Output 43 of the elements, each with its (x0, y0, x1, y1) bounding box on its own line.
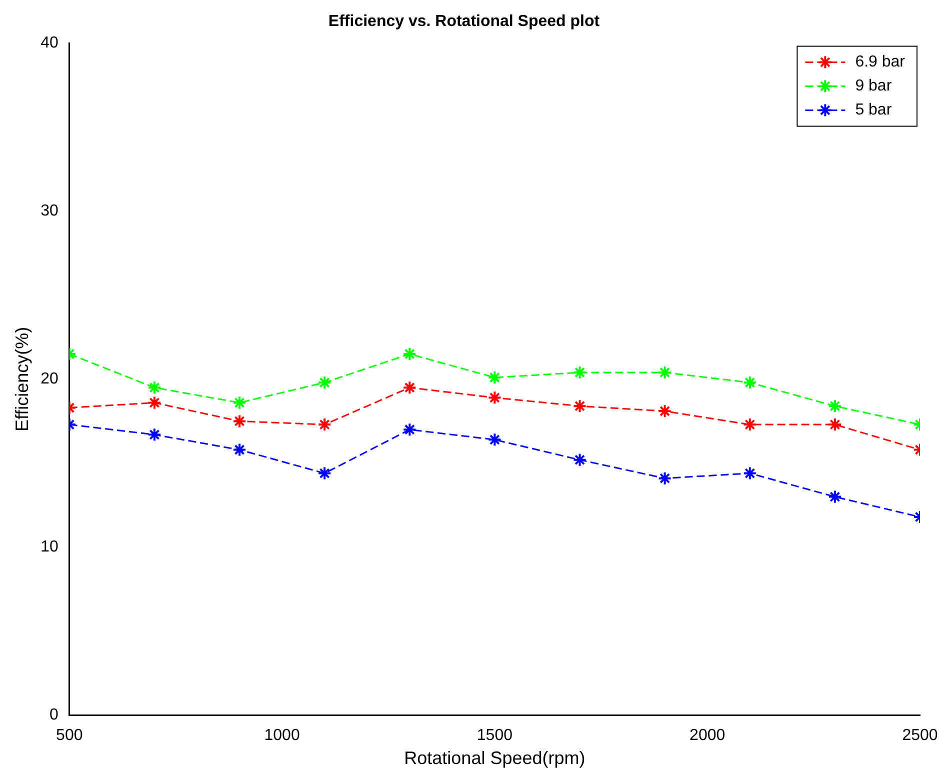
x-tick-label: 2500 (902, 727, 938, 744)
x-tick-label: 500 (56, 727, 83, 744)
point (147, 396, 162, 410)
point (572, 365, 587, 380)
point (658, 404, 672, 418)
y-tick-label: 20 (40, 370, 58, 388)
x-tick-label: 1500 (476, 727, 513, 744)
legend-label: 5 bar (855, 102, 892, 119)
point (147, 380, 162, 395)
point (402, 380, 417, 395)
y-tick-label: 10 (40, 538, 58, 556)
point (147, 428, 162, 442)
point (488, 370, 502, 385)
y-axis-title: Efficiency(%) (12, 326, 32, 432)
y-tick-label: 0 (49, 706, 58, 724)
y-tick-label: 40 (40, 34, 58, 52)
point (658, 365, 672, 380)
point (828, 490, 842, 504)
point (828, 399, 842, 414)
point (572, 399, 587, 414)
point (572, 452, 587, 467)
point (318, 418, 332, 432)
y-tick-label: 30 (40, 202, 58, 220)
chart-title: Efficiency vs. Rotational Speed plot (328, 13, 600, 30)
point (232, 442, 247, 457)
x-axis-title: Rotational Speed(rpm) (404, 748, 586, 768)
legend-label: 9 bar (855, 78, 892, 95)
x-tick-label: 2000 (690, 727, 726, 744)
point (402, 422, 417, 437)
point (742, 418, 757, 432)
point (318, 376, 332, 390)
point (828, 418, 842, 432)
point (658, 471, 672, 486)
point (488, 390, 502, 405)
point (232, 396, 247, 410)
x-tick-label: 1000 (264, 727, 300, 744)
point (488, 432, 502, 447)
legend-label: 6.9 bar (855, 54, 906, 71)
point (232, 414, 247, 428)
point (402, 347, 417, 361)
point (742, 376, 757, 390)
point (742, 466, 757, 480)
point (318, 466, 332, 480)
